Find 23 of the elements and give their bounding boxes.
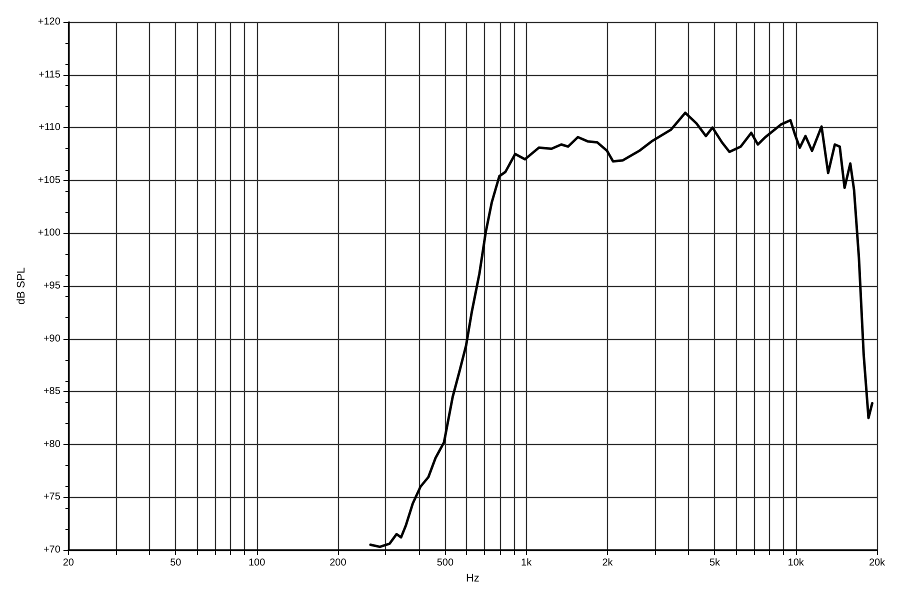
y-tick-label: +110 [38, 122, 61, 134]
x-tick-label: 500 [436, 558, 454, 568]
y-tick-label: +85 [43, 386, 61, 398]
x-tick-label: 50 [170, 558, 182, 568]
x-tick-label: 2k [602, 558, 614, 568]
y-tick-label: +120 [38, 16, 61, 28]
x-tick-label: 200 [330, 558, 347, 568]
x-tick-label: 100 [248, 558, 266, 568]
x-tick-label: 20 [62, 558, 74, 568]
y-tick-label: +75 [43, 492, 61, 503]
x-axis-title: Hz [466, 572, 480, 584]
y-tick-label: +80 [43, 438, 61, 450]
x-tick-label: 20k [868, 558, 886, 568]
y-tick-label: +95 [43, 280, 61, 292]
y-tick-label: +115 [38, 69, 61, 80]
y-tick-label: +90 [43, 333, 61, 344]
x-tick-label: 10k [788, 558, 805, 568]
x-tick-label: 5k [709, 558, 722, 568]
y-axis-title: dB SPL [16, 267, 28, 305]
y-tick-label: +100 [38, 228, 61, 239]
x-tick-label: 1k [521, 558, 533, 568]
y-tick-label: +105 [38, 174, 61, 186]
y-tick-label: +70 [43, 544, 61, 556]
